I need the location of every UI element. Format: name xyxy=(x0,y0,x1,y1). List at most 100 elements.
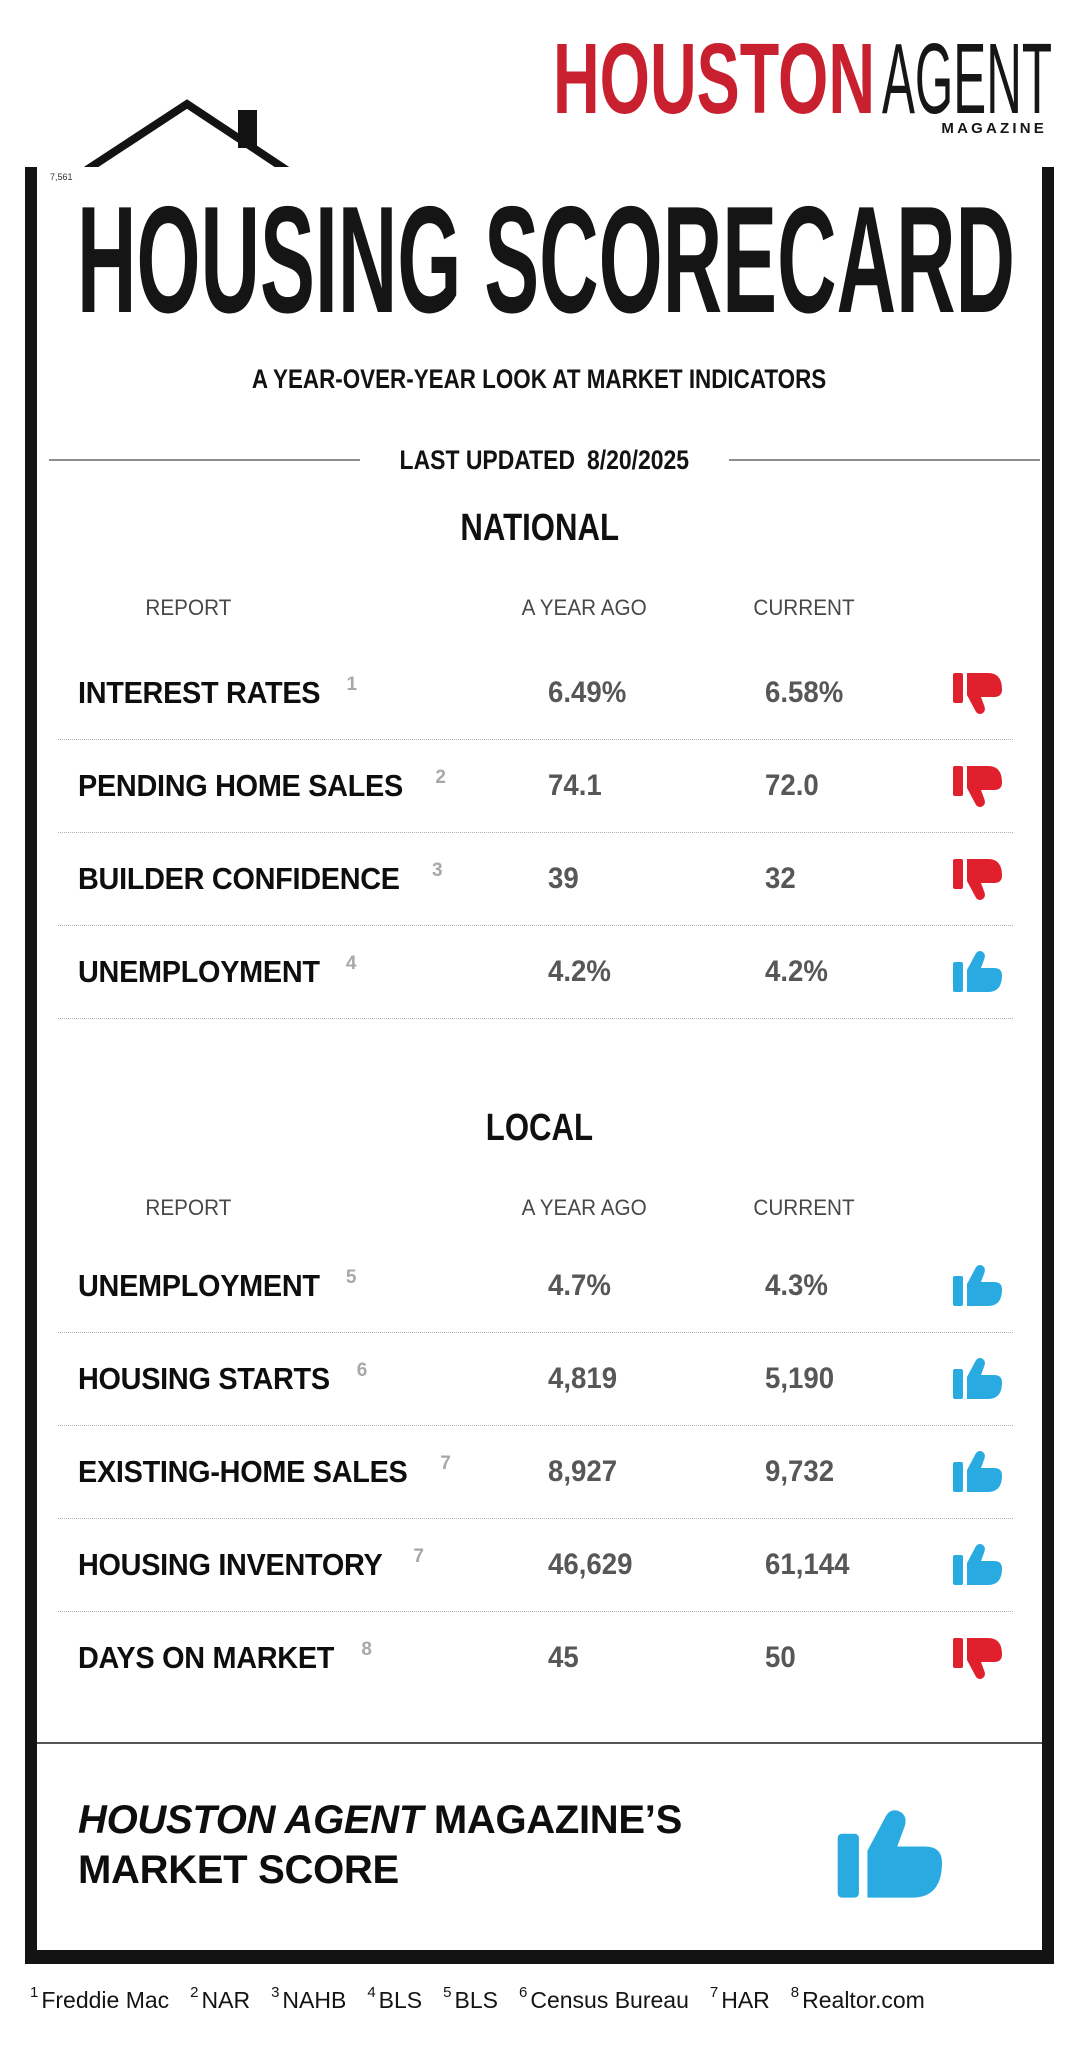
column-header-current: CURRENT xyxy=(753,595,855,620)
trend-cell xyxy=(945,763,1013,809)
thumbs-up-icon xyxy=(953,949,1005,995)
footnote-item: 2 NAR xyxy=(190,1984,251,2013)
market-score-brand: HOUSTON AGENT xyxy=(78,1798,424,1842)
left-rule-line xyxy=(49,459,361,461)
report-label-cell: BUILDER CONFIDENCE 3 xyxy=(58,860,518,897)
houston-agent-magazine-logo: HOUSTON AGENT MAGAZINE xyxy=(553,40,1052,137)
trend-cell xyxy=(945,1356,1013,1402)
table-row: UNEMPLOYMENT 4 4.2% 4.2% xyxy=(58,926,1013,1019)
table-row: DAYS ON MARKET 8 45 50 xyxy=(58,1612,1013,1704)
footnote-superscript: 3 xyxy=(271,1984,280,2001)
trend-cell xyxy=(945,1542,1013,1588)
row-source-superscript: 4 xyxy=(345,953,357,974)
footnote-item: 6 Census Bureau xyxy=(518,1984,689,2013)
thumbs-up-icon xyxy=(953,1542,1005,1588)
chimney-shape xyxy=(238,110,257,148)
table-header-row: REPORT A YEAR AGO CURRENT xyxy=(58,585,1013,647)
footnote-item: 7 HAR xyxy=(709,1984,770,2013)
table-row: BUILDER CONFIDENCE 3 39 32 xyxy=(58,833,1013,926)
market-score-section: HOUSTON AGENT MAGAZINE’S MARKET SCORE xyxy=(37,1742,1042,1950)
report-label-cell: EXISTING-HOME SALES 7 xyxy=(58,1453,518,1490)
table-row: EXISTING-HOME SALES 7 8,927 9,732 xyxy=(58,1426,1013,1519)
thumbs-down-icon xyxy=(953,763,1005,809)
thumbs-up-icon xyxy=(837,1806,949,1904)
thumbs-down-icon xyxy=(953,670,1005,716)
row-source-superscript: 1 xyxy=(346,674,358,695)
value-year-ago: 4.2% xyxy=(548,955,611,988)
row-source-superscript: 8 xyxy=(361,1639,372,1660)
value-year-ago: 4,819 xyxy=(548,1362,618,1395)
market-score-line2: MARKET SCORE xyxy=(78,1848,399,1892)
footnote-superscript: 5 xyxy=(443,1984,452,2001)
row-label: HOUSING STARTS xyxy=(78,1361,330,1396)
value-current: 5,190 xyxy=(765,1362,835,1395)
row-source-superscript: 7 xyxy=(413,1546,424,1567)
row-label: EXISTING-HOME SALES xyxy=(78,1454,408,1489)
trend-cell xyxy=(945,1635,1013,1681)
row-label: UNEMPLOYMENT xyxy=(78,1268,320,1303)
last-updated-label: LAST UPDATED xyxy=(399,444,576,475)
source-footnotes: 1 Freddie Mac 2 NAR 3 NAHB 4 BLS 5 BLS 6 Census Bur… xyxy=(30,1984,1050,2014)
main-title-text: HOUSING SCORECARD xyxy=(77,185,1015,335)
table-header-row: REPORT A YEAR AGO CURRENT xyxy=(58,1185,1013,1240)
report-label-cell: HOUSING STARTS 6 xyxy=(58,1360,518,1397)
column-header-year-ago: A YEAR AGO xyxy=(521,1195,647,1220)
report-label-cell: UNEMPLOYMENT 5 xyxy=(58,1267,518,1304)
footnote-superscript: 7 xyxy=(709,1984,719,2001)
trend-cell xyxy=(945,1449,1013,1495)
report-label-cell: PENDING HOME SALES 2 xyxy=(58,767,518,804)
main-title: HOUSING SCORECARD xyxy=(77,185,1015,335)
row-source-superscript: 3 xyxy=(431,860,443,881)
thumbs-down-icon xyxy=(953,856,1005,902)
trend-cell xyxy=(945,856,1013,902)
corner-artifact-note: 7,561 xyxy=(50,172,73,182)
last-updated-date: 8/20/2025 xyxy=(587,444,690,475)
last-updated-row: LAST UPDATED 8/20/2025 xyxy=(49,445,1040,475)
value-current: 32 xyxy=(765,862,796,895)
market-score-rest: MAGAZINE’S xyxy=(433,1798,682,1842)
footnote-superscript: 6 xyxy=(518,1984,528,2001)
footnote-superscript: 2 xyxy=(190,1984,199,2001)
thumbs-up-icon xyxy=(953,1263,1005,1309)
trend-cell xyxy=(945,949,1013,995)
report-label-cell: HOUSING INVENTORY 7 xyxy=(58,1546,518,1583)
footnote-item: 8 Realtor.com xyxy=(790,1984,925,2013)
section-title-local: LOCAL xyxy=(485,1107,594,1149)
table-row: UNEMPLOYMENT 5 4.7% 4.3% xyxy=(58,1240,1013,1333)
row-label: BUILDER CONFIDENCE xyxy=(78,861,400,896)
logo-houston-text: HOUSTON xyxy=(553,40,875,135)
trend-cell xyxy=(945,670,1013,716)
row-source-superscript: 6 xyxy=(356,1360,368,1381)
local-table: REPORT A YEAR AGO CURRENT UNEMPLOYMENT 5 … xyxy=(58,1185,1013,1704)
row-label: DAYS ON MARKET xyxy=(78,1640,335,1675)
footnote-superscript: 4 xyxy=(367,1984,376,2001)
value-year-ago: 6.49% xyxy=(548,676,627,709)
trend-cell xyxy=(945,1263,1013,1309)
value-year-ago: 4.7% xyxy=(548,1269,611,1302)
market-score-heading: HOUSTON AGENT MAGAZINE’S MARKET SCORE xyxy=(78,1795,682,1895)
column-header-report: REPORT xyxy=(145,595,232,620)
thumbs-down-icon xyxy=(953,1635,1005,1681)
table-row: HOUSING STARTS 6 4,819 5,190 xyxy=(58,1333,1013,1426)
subtitle-text: A YEAR-OVER-YEAR LOOK AT MARKET INDICATO… xyxy=(252,364,827,394)
value-year-ago: 45 xyxy=(548,1641,579,1674)
table-row: PENDING HOME SALES 2 74.1 72.0 xyxy=(58,740,1013,833)
column-header-year-ago: A YEAR AGO xyxy=(521,595,647,620)
value-year-ago: 46,629 xyxy=(548,1548,633,1581)
logo-magazine-text: MAGAZINE xyxy=(941,120,1047,137)
national-table: REPORT A YEAR AGO CURRENT INTEREST RATES… xyxy=(58,585,1013,1019)
section-title-national: NATIONAL xyxy=(460,507,619,549)
value-current: 9,732 xyxy=(765,1455,835,1488)
row-label: PENDING HOME SALES xyxy=(78,768,403,803)
row-source-superscript: 2 xyxy=(435,767,446,788)
report-label-cell: DAYS ON MARKET 8 xyxy=(58,1639,518,1676)
row-label: INTEREST RATES xyxy=(78,675,321,710)
subtitle: A YEAR-OVER-YEAR LOOK AT MARKET INDICATO… xyxy=(25,364,1054,395)
footnote-item: 5 BLS xyxy=(443,1984,498,2013)
report-label-cell: UNEMPLOYMENT 4 xyxy=(58,953,518,990)
market-score-line1: HOUSTON AGENT MAGAZINE’S xyxy=(78,1795,682,1845)
right-rule-line xyxy=(728,459,1040,461)
value-year-ago: 39 xyxy=(548,862,579,895)
value-current: 72.0 xyxy=(765,769,819,802)
